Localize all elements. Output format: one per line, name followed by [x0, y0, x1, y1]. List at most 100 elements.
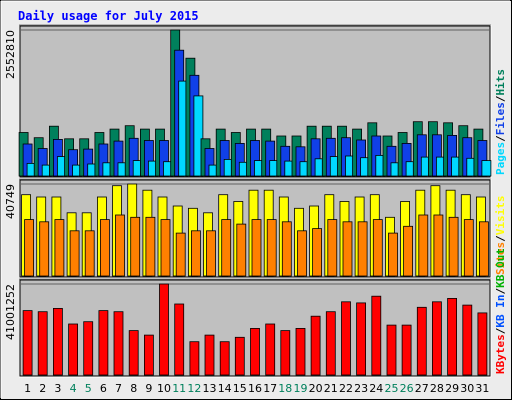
- bar-sites-day-24: [372, 219, 383, 277]
- x-tick-label-26: 26: [400, 382, 414, 395]
- bar-sites-day-13: [206, 230, 216, 277]
- x-tick-label-16: 16: [248, 382, 262, 395]
- bar-sites-day-1: [24, 219, 35, 277]
- x-tick-label-4: 4: [70, 382, 77, 395]
- bar-kbytes-day-11: [174, 303, 185, 376]
- bar-kbytes-day-22: [341, 301, 351, 376]
- legend-separator: /: [494, 135, 507, 142]
- x-tick-label-30: 30: [460, 382, 474, 395]
- bar-pages-day-12: [193, 95, 204, 177]
- bar-sites-day-19: [297, 230, 307, 277]
- x-axis-labels: 1 2 3 4 5 6 7 8 9 10 11 12 13 14 15 16 17 18 19 20 21 22 23 24 2…: [24, 382, 489, 395]
- bar-kbytes-day-30: [462, 304, 473, 376]
- bar-sites-day-6: [100, 219, 110, 277]
- x-tick-label-17: 17: [263, 382, 277, 395]
- bar-pages-day-31: [481, 160, 492, 177]
- chart-panels: 2552810Pages/Files/Hits40749Sites/Visits…: [4, 24, 507, 378]
- bar-kbytes-day-7: [113, 311, 124, 376]
- bar-sites-day-11: [175, 232, 186, 277]
- x-tick-label-10: 10: [157, 382, 171, 395]
- x-tick-label-3: 3: [54, 382, 61, 395]
- x-tick-label-28: 28: [430, 382, 444, 395]
- bar-kbytes-day-6: [98, 310, 109, 376]
- bar-sites-day-31: [478, 221, 489, 277]
- bar-sites-day-22: [342, 221, 353, 277]
- bar-sites-day-18: [281, 221, 292, 277]
- x-tick-label-25: 25: [385, 382, 399, 395]
- bar-kbytes-day-17: [265, 323, 276, 376]
- bar-sites-day-17: [266, 219, 277, 277]
- legend-entry-kb-out: KB Out: [494, 248, 507, 288]
- x-tick-label-7: 7: [115, 382, 122, 395]
- x-tick-label-18: 18: [278, 382, 292, 395]
- bar-sites-day-14: [221, 219, 232, 277]
- bar-kbytes-day-29: [447, 297, 458, 376]
- y-max-label: 41001252: [4, 284, 17, 340]
- bar-kbytes-day-18: [280, 330, 291, 376]
- x-tick-label-14: 14: [218, 382, 232, 395]
- x-tick-label-8: 8: [130, 382, 137, 395]
- bar-kbytes-day-16: [250, 327, 260, 376]
- bar-kbytes-day-3: [53, 307, 63, 376]
- legend-separator: /: [494, 288, 507, 295]
- x-tick-label-20: 20: [309, 382, 323, 395]
- x-tick-label-13: 13: [203, 382, 217, 395]
- legend-text: KBytes/KB In/KB Out: [494, 248, 507, 374]
- legend-separator: /: [494, 235, 507, 242]
- bar-kbytes-day-20: [310, 315, 321, 376]
- bar-kbytes-day-2: [37, 311, 48, 376]
- bar-kbytes-day-25: [386, 324, 397, 376]
- bar-sites-day-9: [145, 216, 156, 277]
- x-tick-label-19: 19: [294, 382, 308, 395]
- bar-sites-day-15: [236, 223, 247, 277]
- x-tick-label-21: 21: [324, 382, 338, 395]
- bar-kbytes-day-26: [401, 324, 412, 376]
- y-max-label: 2552810: [4, 30, 17, 79]
- bar-sites-day-7: [115, 214, 125, 277]
- legend-traffic: Pages/Files/Hits: [494, 69, 507, 175]
- bar-sites-day-26: [403, 225, 414, 277]
- x-tick-label-5: 5: [85, 382, 92, 395]
- x-tick-label-27: 27: [415, 382, 429, 395]
- legend-entry-sites: Sites: [494, 242, 507, 275]
- bar-kbytes-day-21: [325, 311, 336, 376]
- bar-sites-day-20: [312, 228, 323, 277]
- x-tick-label-12: 12: [187, 382, 201, 395]
- legend-separator: /: [494, 95, 507, 102]
- y-max-label: 40749: [4, 184, 17, 219]
- bar-sites-day-23: [357, 221, 368, 277]
- legend-entry-kb-in: KB In: [494, 295, 507, 328]
- bar-sites-day-30: [463, 219, 474, 277]
- x-tick-label-23: 23: [354, 382, 368, 395]
- bar-sites-day-5: [84, 230, 95, 277]
- legend-text: Pages/Files/Hits: [494, 69, 507, 175]
- bar-kbytes-day-28: [431, 301, 442, 376]
- bar-sites-day-4: [69, 230, 80, 277]
- bar-kbytes-day-5: [83, 321, 94, 376]
- legend-entry-visits: Visits: [494, 196, 507, 236]
- bar-kbytes-day-15: [234, 336, 245, 376]
- bar-kbytes-day-27: [416, 306, 427, 376]
- bar-kbytes-day-12: [189, 341, 200, 376]
- bar-sites-day-16: [251, 219, 262, 277]
- x-tick-label-6: 6: [100, 382, 107, 395]
- bar-kbytes-day-9: [143, 334, 154, 376]
- legend-entry-files: Files: [494, 102, 507, 135]
- bar-sites-day-29: [448, 216, 459, 277]
- bar-sites-day-27: [418, 214, 429, 277]
- bar-sites-day-10: [160, 219, 171, 277]
- x-tick-label-9: 9: [145, 382, 152, 395]
- x-tick-label-1: 1: [24, 382, 31, 395]
- x-tick-label-11: 11: [172, 382, 186, 395]
- bar-kbytes-day-23: [356, 302, 367, 376]
- bar-sites-day-8: [130, 216, 141, 277]
- legend-visits: Sites/Visits: [494, 196, 507, 276]
- bar-sites-day-25: [388, 232, 398, 277]
- chart-title: Daily usage for July 2015: [18, 9, 199, 23]
- bar-kbytes-day-10: [159, 283, 169, 376]
- x-tick-label-31: 31: [475, 382, 489, 395]
- panel-traffic: 2552810 Pages/Files/Hits: [4, 24, 507, 179]
- bar-sites-day-21: [327, 219, 338, 277]
